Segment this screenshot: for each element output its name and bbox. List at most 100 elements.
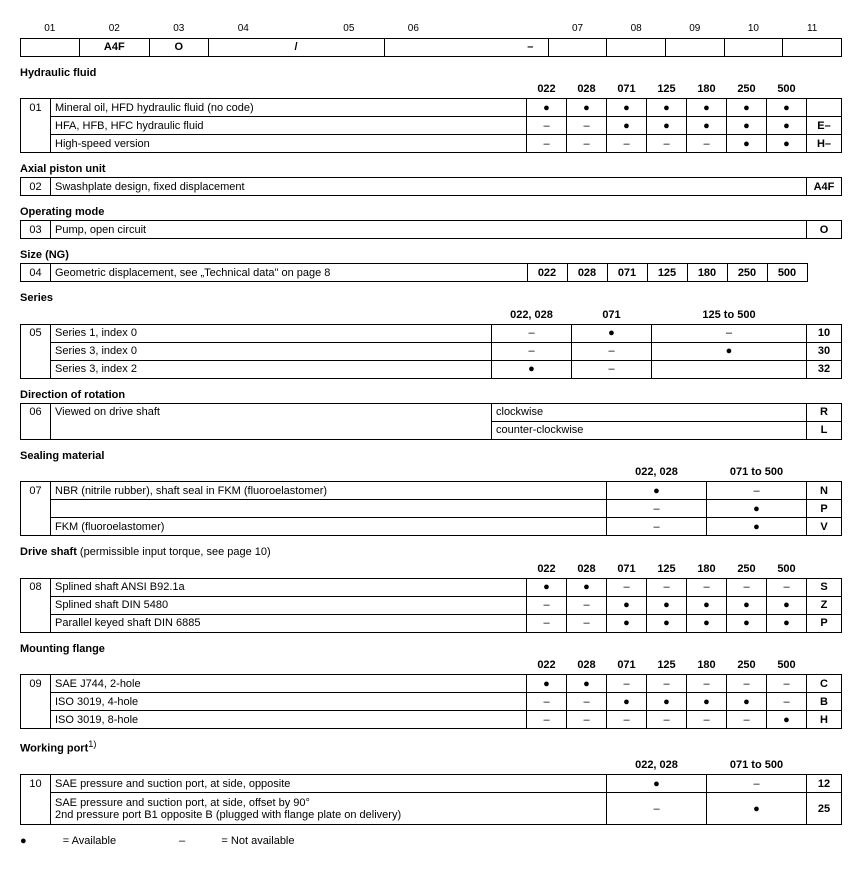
row-id: 05 — [21, 324, 51, 342]
row-text: Swashplate design, fixed displacement — [51, 178, 807, 196]
col-num: 09 — [665, 20, 724, 38]
availability-cell: – — [687, 578, 727, 596]
col-num: 05 — [314, 20, 384, 38]
code-cell — [443, 38, 513, 56]
option-text: counter-clockwise — [492, 421, 807, 439]
row-code: L — [807, 421, 842, 439]
code-cell — [208, 38, 278, 56]
col-head: 071 — [607, 657, 647, 675]
availability-cell: – — [527, 135, 567, 153]
flange-table: 022 028 071 125 180 250 500 09 SAE J744,… — [20, 657, 842, 730]
availability-cell: – — [687, 711, 727, 729]
availability-cell: – — [647, 675, 687, 693]
port-table: 022, 028 071 to 500 10 SAE pressure and … — [20, 757, 842, 826]
availability-cell: – — [767, 578, 807, 596]
availability-cell: ● — [647, 596, 687, 614]
row-text: Mineral oil, HFD hydraulic fluid (no cod… — [51, 99, 527, 117]
availability-cell: ● — [727, 99, 767, 117]
availability-cell: – — [727, 711, 767, 729]
row-code: 10 — [807, 324, 842, 342]
code-cell — [783, 38, 842, 56]
availability-cell: ● — [767, 99, 807, 117]
col-head: 071 to 500 — [707, 757, 807, 775]
row-text: Splined shaft ANSI B92.1a — [51, 578, 527, 596]
availability-cell: – — [567, 135, 607, 153]
row-code: E– — [807, 117, 842, 135]
row-code: N — [807, 482, 842, 500]
availability-cell: – — [567, 693, 607, 711]
col-head: 180 — [687, 657, 727, 675]
row-code: P — [807, 614, 842, 632]
availability-cell: – — [652, 324, 807, 342]
availability-cell: ● — [647, 693, 687, 711]
availability-cell: ● — [647, 117, 687, 135]
row-text: SAE J744, 2-hole — [51, 675, 527, 693]
code-cell: / — [279, 38, 314, 56]
size-table: 04 Geometric displacement, see „Technica… — [20, 263, 842, 282]
availability-cell: ● — [492, 360, 572, 378]
availability-cell: – — [567, 596, 607, 614]
row-text: HFA, HFB, HFC hydraulic fluid — [51, 117, 527, 135]
col-head: 125 to 500 — [652, 306, 807, 324]
size-cell: 071 — [607, 264, 647, 282]
row-code: 12 — [807, 775, 842, 793]
availability-cell: ● — [607, 775, 707, 793]
row-code: V — [807, 518, 842, 536]
row-text: Series 3, index 2 — [51, 360, 492, 378]
size-cell: 028 — [567, 264, 607, 282]
code-cell — [21, 38, 80, 56]
code-cell: A4F — [79, 38, 149, 56]
row-text: High-speed version — [51, 135, 527, 153]
row-code: 32 — [807, 360, 842, 378]
row-id: 10 — [21, 775, 51, 793]
size-cell: 022 — [527, 264, 567, 282]
availability-cell: – — [567, 614, 607, 632]
row-text: SAE pressure and suction port, at side, … — [51, 775, 607, 793]
col-head: 022, 028 — [607, 464, 707, 482]
row-text: FKM (fluoroelastomer) — [51, 518, 607, 536]
option-text: clockwise — [492, 403, 807, 421]
size-cell: 125 — [647, 264, 687, 282]
drive-table: 022 028 071 125 180 250 500 08 Splined s… — [20, 560, 842, 633]
availability-cell: ● — [607, 99, 647, 117]
availability-cell: – — [767, 693, 807, 711]
axial-table: 02 Swashplate design, fixed displacement… — [20, 177, 842, 196]
availability-cell: ● — [687, 117, 727, 135]
availability-cell: ● — [527, 675, 567, 693]
col-num: 10 — [724, 20, 783, 38]
row-code: P — [807, 500, 842, 518]
row-text: NBR (nitrile rubber), shaft seal in FKM … — [51, 482, 607, 500]
series-table: 022, 028 071 125 to 500 05 Series 1, ind… — [20, 306, 842, 379]
section-title-hydraulic: Hydraulic fluid — [20, 67, 842, 79]
row-code: B — [807, 693, 842, 711]
availability-cell: – — [527, 614, 567, 632]
section-title-series: Series — [20, 292, 842, 304]
availability-cell — [652, 360, 807, 378]
ordering-code-grid: 01 02 03 04 05 06 07 08 09 10 11 A4F O /… — [20, 20, 842, 57]
row-code: A4F — [807, 178, 842, 196]
availability-cell: ● — [687, 99, 727, 117]
row-text: Series 3, index 0 — [51, 342, 492, 360]
col-head: 250 — [727, 81, 767, 99]
col-head: 500 — [767, 81, 807, 99]
availability-cell: – — [492, 324, 572, 342]
availability-cell: ● — [607, 117, 647, 135]
col-head: 022 — [527, 560, 567, 578]
size-cell: 180 — [687, 264, 727, 282]
availability-cell: ● — [647, 99, 687, 117]
row-id: 04 — [21, 264, 51, 282]
section-title-drive: Drive shaft (permissible input torque, s… — [20, 546, 842, 558]
size-cell: 250 — [727, 264, 767, 282]
row-text: ISO 3019, 4-hole — [51, 693, 527, 711]
availability-cell: ● — [767, 614, 807, 632]
row-text: Pump, open circuit — [51, 221, 807, 239]
row-text: ISO 3019, 8-hole — [51, 711, 527, 729]
availability-cell: ● — [767, 596, 807, 614]
col-head: 125 — [647, 81, 687, 99]
availability-cell: – — [567, 711, 607, 729]
availability-cell: ● — [527, 578, 567, 596]
size-cell: 500 — [767, 264, 807, 282]
col-num: 06 — [384, 20, 443, 38]
availability-cell: ● — [767, 117, 807, 135]
code-cell: – — [513, 38, 548, 56]
